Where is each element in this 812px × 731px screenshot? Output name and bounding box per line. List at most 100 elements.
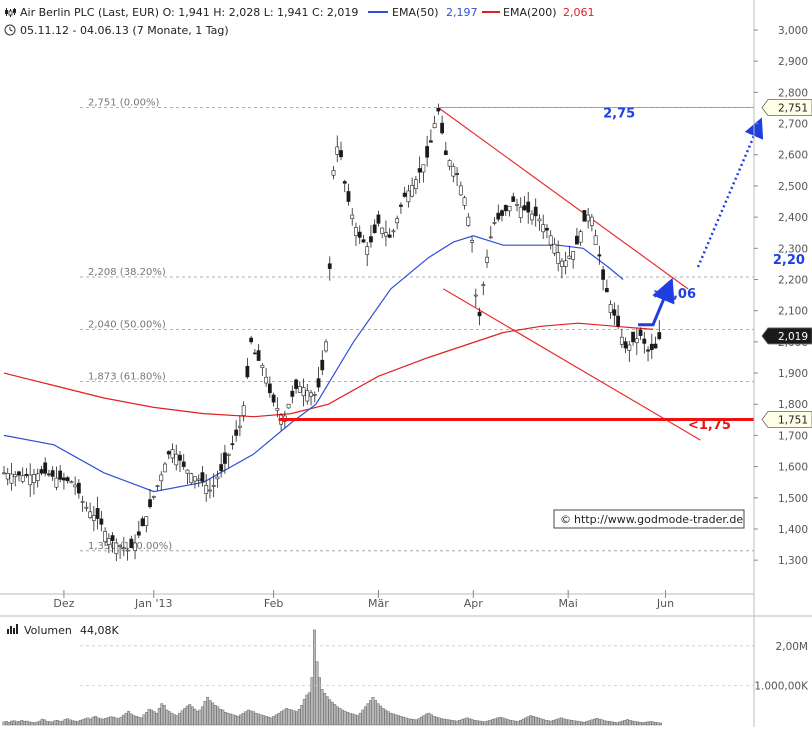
volume-bar — [361, 709, 365, 726]
volume-bar — [447, 719, 451, 726]
candle-body — [586, 214, 591, 222]
volume-bar — [330, 701, 334, 726]
volume-bar — [577, 721, 581, 726]
volume-bar — [269, 717, 273, 726]
candle-body — [526, 201, 531, 213]
volume-bar — [605, 720, 609, 726]
volume-bar — [300, 705, 304, 726]
candle-body — [372, 224, 377, 234]
candle-body — [451, 166, 456, 177]
candle-body — [496, 212, 501, 220]
candle-body — [537, 218, 542, 222]
candle-body — [507, 205, 512, 212]
candle-body — [481, 284, 486, 286]
volume-bar — [559, 717, 563, 726]
trend-line-lower — [443, 288, 701, 441]
volume-bar — [33, 722, 36, 726]
volume-bar — [600, 719, 604, 726]
candle-body — [515, 204, 519, 206]
volume-bar — [236, 716, 240, 726]
volume-icon — [7, 624, 18, 634]
volume-bar — [22, 721, 26, 726]
volume-bar — [514, 720, 517, 726]
volume-bar — [180, 710, 184, 726]
ema200-legend-label: EMA(200) — [503, 6, 557, 19]
volume-bar — [25, 720, 29, 726]
volume-bar — [272, 716, 276, 726]
volume-bar — [297, 708, 301, 726]
volume-bar — [603, 720, 606, 726]
volume-bar — [216, 706, 220, 726]
candle-body — [447, 160, 452, 167]
volume-bar — [435, 716, 438, 726]
fibonacci-label: 1,873 (61.80%) — [88, 371, 166, 382]
volume-bar — [536, 717, 540, 726]
candle-body — [380, 227, 385, 234]
candle-body — [54, 477, 59, 488]
chart-annotation: <1,75 — [688, 418, 731, 433]
volume-bar — [470, 719, 474, 726]
candle-body — [425, 146, 430, 158]
chart-range-line: 05.11.12 - 04.06.13 (7 Monate, 1 Tag) — [20, 24, 229, 37]
volume-bar — [503, 718, 507, 726]
volume-bar — [651, 721, 655, 726]
candle-body — [578, 231, 583, 243]
volume-bar — [295, 711, 299, 726]
volume-bar — [168, 711, 171, 726]
candle-body — [200, 472, 205, 482]
volume-bar — [437, 717, 441, 726]
volume-bar — [638, 722, 642, 726]
volume-bar — [259, 714, 263, 726]
volume-bar — [531, 716, 535, 726]
candle-body — [642, 338, 647, 344]
volume-bar — [201, 706, 204, 726]
candle-body — [170, 449, 175, 459]
candle-body — [533, 206, 538, 217]
volume-bar — [363, 706, 367, 726]
candle-body — [627, 344, 632, 351]
candle-body — [421, 164, 426, 173]
candle-body — [47, 473, 51, 476]
candle-body — [114, 542, 119, 555]
volume-bar — [7, 722, 11, 726]
candle-body — [354, 227, 358, 237]
candle-body — [58, 470, 63, 480]
y-tick-label: 1,700 — [778, 430, 808, 442]
volume-bar — [45, 721, 49, 726]
volume-bar — [142, 714, 146, 726]
volume-bar — [318, 677, 321, 726]
volume-bar — [613, 722, 617, 726]
volume-bar — [659, 722, 662, 726]
candle-body — [245, 365, 250, 378]
target-arrow — [696, 117, 764, 268]
volume-bar — [226, 712, 230, 726]
volume-bar — [618, 721, 622, 726]
volume-bar — [628, 720, 632, 726]
volume-bar — [587, 720, 591, 726]
ema50-legend-label: EMA(50) — [392, 6, 439, 19]
volume-bar — [203, 701, 207, 726]
candle-body — [410, 185, 415, 197]
candle-body — [178, 454, 182, 461]
price-tag: 1,751 — [761, 411, 812, 428]
volume-bar — [570, 720, 573, 726]
candle-body — [387, 234, 392, 238]
candles-icon — [5, 8, 16, 17]
candle-body — [384, 232, 388, 237]
volume-bar — [480, 721, 484, 726]
volume-bars: 1.000,00K 2,00M — [2, 629, 809, 726]
volume-bar — [195, 710, 199, 726]
volume-bar — [91, 716, 95, 726]
candle-body — [129, 538, 134, 548]
y-tick-label: 1,300 — [778, 555, 808, 567]
price-tag: 2,751 — [761, 99, 812, 117]
volume-bar — [379, 705, 383, 726]
candle-body — [65, 477, 70, 482]
volume-bar — [412, 719, 416, 726]
volume-bar — [246, 709, 250, 726]
candle-body — [357, 231, 362, 238]
volume-bar — [458, 720, 461, 726]
candle-body — [560, 260, 564, 267]
volume-bar — [53, 720, 57, 726]
volume-bar — [432, 716, 436, 726]
